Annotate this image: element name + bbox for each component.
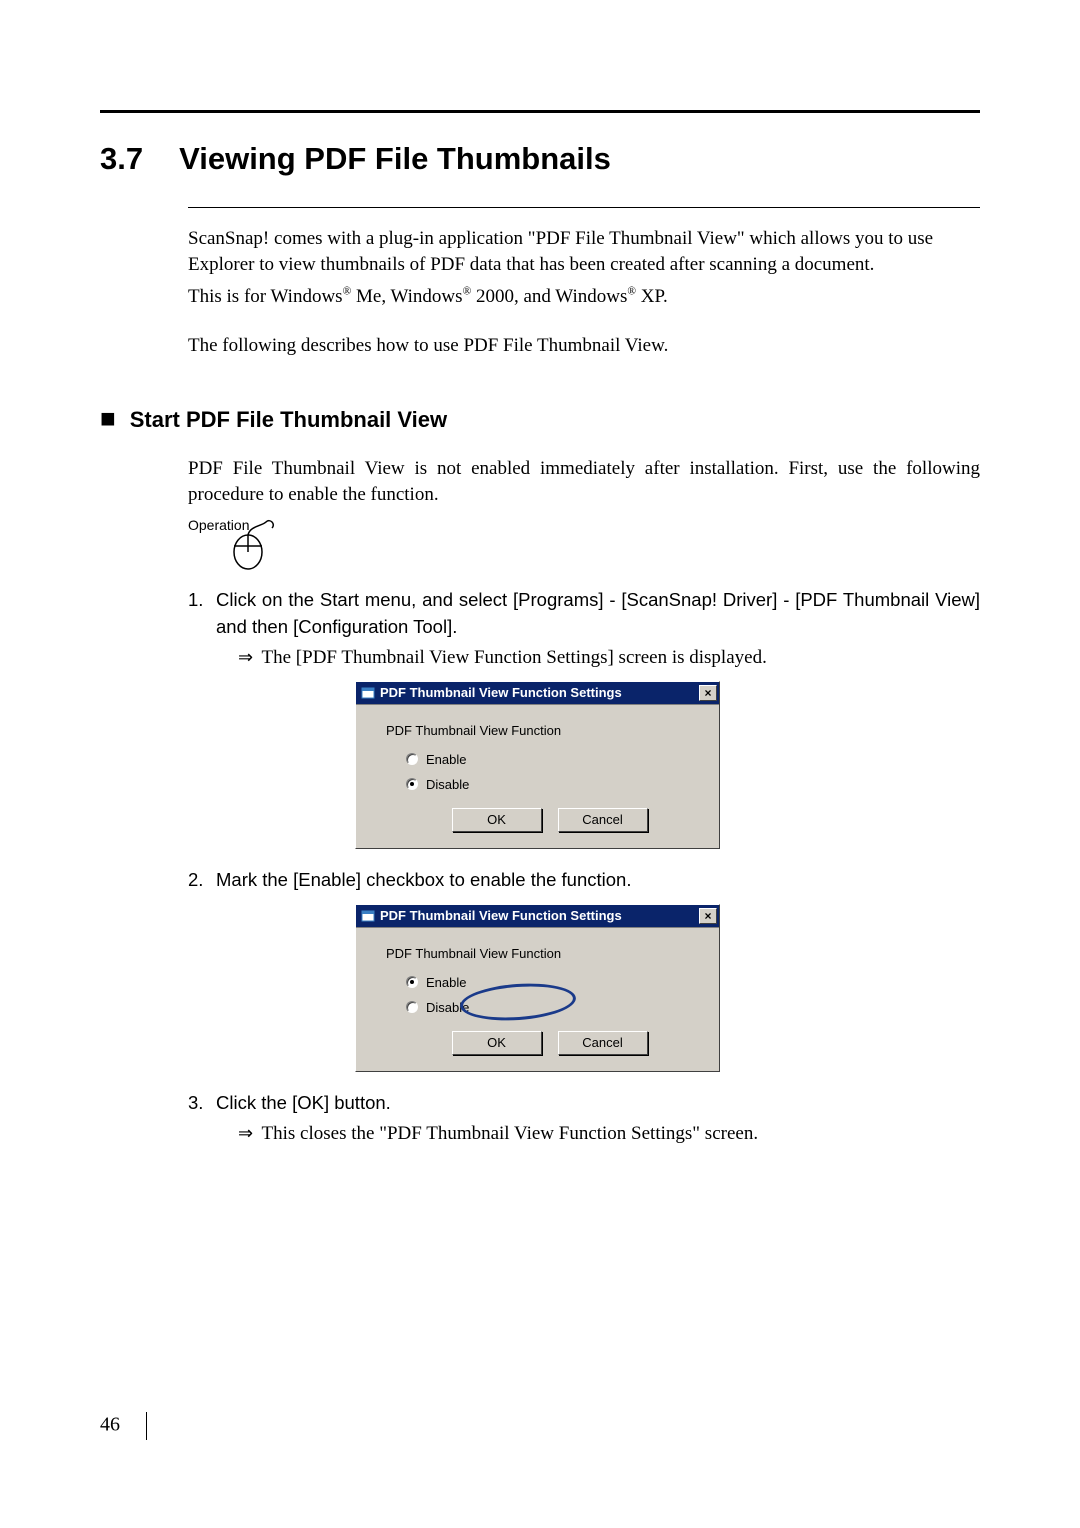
radio-disable-2[interactable] [406, 1001, 418, 1013]
radio-disable-row[interactable]: Disable [406, 777, 703, 792]
cancel-button[interactable]: Cancel [558, 808, 648, 832]
close-icon-2[interactable]: × [699, 908, 717, 924]
rule-top [100, 110, 980, 113]
step-2-num: 2. [188, 867, 216, 894]
ok-button[interactable]: OK [452, 808, 542, 832]
dialog-title-2: PDF Thumbnail View Function Settings [380, 908, 699, 923]
page-number: 46 [100, 1412, 147, 1440]
section-heading: 3.7 Viewing PDF File Thumbnails [100, 141, 980, 177]
radio-enable-2[interactable] [406, 976, 418, 988]
section-number: 3.7 [100, 141, 143, 177]
step-1-result: ⇒ The [PDF Thumbnail View Function Setti… [238, 647, 980, 669]
radio-disable[interactable] [406, 778, 418, 790]
arrow-icon-2: ⇒ [238, 1123, 253, 1143]
rule-thin [188, 207, 980, 208]
step-1-num: 1. [188, 587, 216, 641]
page-number-divider [146, 1412, 147, 1440]
dialog-titlebar-2: PDF Thumbnail View Function Settings × [356, 905, 719, 928]
intro-p2: This is for Windows® Me, Windows® 2000, … [188, 284, 980, 310]
dialog-2: PDF Thumbnail View Function Settings × P… [355, 904, 725, 1072]
dialog-titlebar: PDF Thumbnail View Function Settings × [356, 682, 719, 705]
step-1: 1. Click on the Start menu, and select [… [188, 587, 980, 641]
ok-button-2[interactable]: OK [452, 1031, 542, 1055]
step-1-text: Click on the Start menu, and select [Pro… [216, 587, 980, 641]
radio-enable-label: Enable [426, 752, 466, 767]
subhead-marker: ■ [100, 403, 116, 433]
section-title-text: Viewing PDF File Thumbnails [179, 141, 611, 176]
settings-dialog: PDF Thumbnail View Function Settings × P… [355, 681, 720, 849]
step-3-num: 3. [188, 1090, 216, 1117]
step-3-result: ⇒ This closes the "PDF Thumbnail View Fu… [238, 1123, 980, 1145]
intro-p1: ScanSnap! comes with a plug-in applicati… [188, 226, 980, 278]
radio-disable-label-2: Disable [426, 1000, 469, 1015]
radio-enable[interactable] [406, 753, 418, 765]
subintro: PDF File Thumbnail View is not enabled i… [188, 456, 980, 508]
arrow-icon: ⇒ [238, 647, 253, 667]
operation-icon: Operation [188, 516, 980, 575]
settings-dialog-2: PDF Thumbnail View Function Settings × P… [355, 904, 720, 1072]
dialog-app-icon [360, 685, 376, 701]
dialog-app-icon-2 [360, 908, 376, 924]
cancel-button-2[interactable]: Cancel [558, 1031, 648, 1055]
subheading: ■ Start PDF File Thumbnail View [100, 403, 980, 434]
intro-block: ScanSnap! comes with a plug-in applicati… [188, 226, 980, 359]
step-2: 2. Mark the [Enable] checkbox to enable … [188, 867, 980, 894]
intro-p3: The following describes how to use PDF F… [188, 333, 980, 359]
operation-label-text: Operation [188, 517, 249, 533]
close-icon[interactable]: × [699, 685, 717, 701]
radio-enable-row-2[interactable]: Enable [406, 975, 703, 990]
radio-disable-label: Disable [426, 777, 469, 792]
dialog-title: PDF Thumbnail View Function Settings [380, 685, 699, 700]
radio-disable-row-2[interactable]: Disable [406, 1000, 703, 1015]
group-label: PDF Thumbnail View Function [386, 723, 703, 738]
radio-enable-label-2: Enable [426, 975, 466, 990]
reg-mark-3: ® [627, 286, 636, 298]
group-label-2: PDF Thumbnail View Function [386, 946, 703, 961]
reg-mark-1: ® [343, 286, 352, 298]
step-3-text: Click the [OK] button. [216, 1090, 980, 1117]
dialog-1: PDF Thumbnail View Function Settings × P… [355, 681, 725, 849]
step-2-text: Mark the [Enable] checkbox to enable the… [216, 867, 980, 894]
radio-enable-row[interactable]: Enable [406, 752, 703, 767]
subhead-text: Start PDF File Thumbnail View [130, 407, 447, 432]
reg-mark-2: ® [463, 286, 472, 298]
step-3: 3. Click the [OK] button. [188, 1090, 980, 1117]
